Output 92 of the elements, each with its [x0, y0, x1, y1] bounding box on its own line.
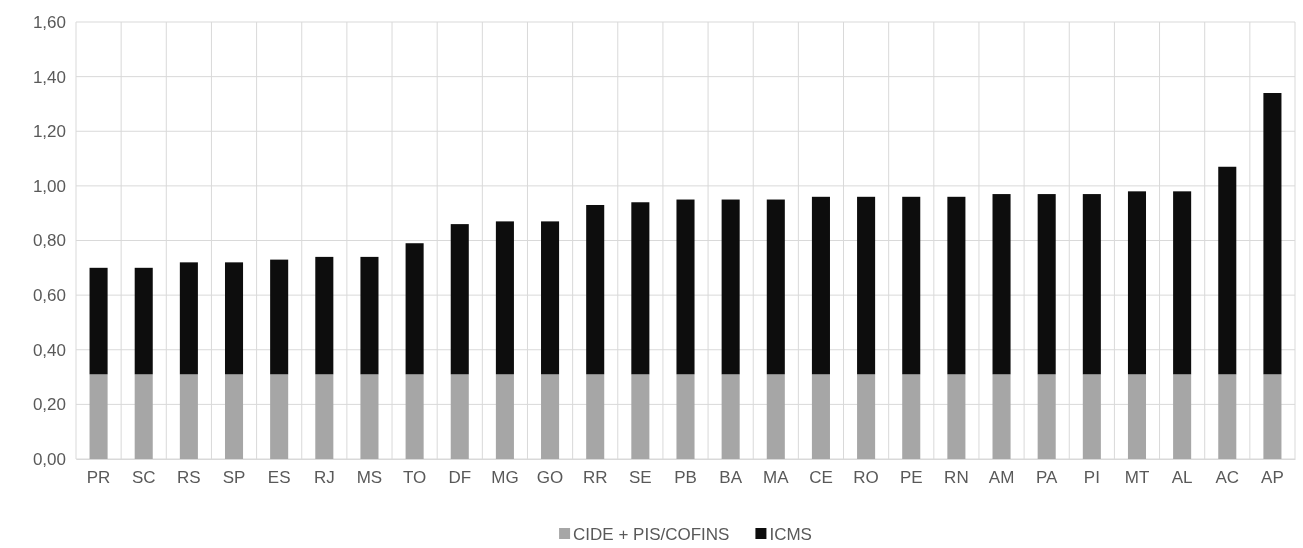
- bar: [541, 374, 560, 459]
- bar: [1218, 374, 1237, 459]
- bar: [224, 374, 244, 459]
- bar: [450, 374, 469, 459]
- legend-label: ICMS: [769, 524, 812, 544]
- bar: [811, 374, 830, 459]
- x-tick-label: MA: [763, 468, 790, 488]
- bar: [1173, 374, 1192, 459]
- x-tick-label: RO: [853, 468, 879, 488]
- x-tick-label: RS: [177, 468, 201, 488]
- bar: [721, 199, 740, 375]
- x-tick-label: TO: [402, 468, 427, 488]
- bar: [1037, 374, 1056, 459]
- bar: [676, 374, 695, 459]
- bar: [1218, 166, 1237, 375]
- y-tick-label: 1,40: [32, 67, 66, 87]
- x-tick-label: RN: [944, 468, 969, 488]
- bar: [1263, 93, 1282, 375]
- bar: [631, 374, 650, 459]
- x-tick-label: SC: [131, 468, 156, 488]
- bar: [495, 374, 514, 459]
- bar: [1037, 194, 1056, 375]
- bar: [270, 259, 289, 375]
- y-tick-label: 0,80: [32, 231, 66, 251]
- bar: [134, 374, 153, 459]
- x-tick-label: PA: [1035, 468, 1059, 488]
- bar: [405, 243, 424, 375]
- x-tick-label: GO: [536, 468, 564, 488]
- x-tick-label: PE: [899, 468, 923, 488]
- bar: [857, 196, 876, 375]
- bar: [405, 374, 424, 459]
- bar: [1127, 191, 1147, 375]
- bar: [902, 196, 921, 375]
- bar: [179, 374, 198, 459]
- bar: [270, 374, 289, 459]
- bar: [450, 224, 469, 375]
- x-tick-label: MS: [356, 468, 383, 488]
- x-tick-label: CE: [809, 468, 833, 488]
- x-tick-label: RJ: [313, 468, 335, 488]
- y-tick-label: 0,00: [32, 449, 66, 469]
- bar: [360, 374, 379, 459]
- bar: [631, 202, 650, 375]
- x-tick-label: PB: [674, 468, 697, 488]
- x-tick-label: DF: [448, 468, 472, 488]
- x-tick-label: SE: [629, 468, 652, 488]
- bar: [1082, 194, 1101, 375]
- y-tick-label: 0,20: [32, 395, 66, 415]
- y-tick-label: 0,40: [32, 340, 66, 360]
- bar: [947, 196, 966, 375]
- bar: [89, 374, 108, 459]
- bar: [902, 374, 921, 459]
- x-tick-label: SP: [222, 468, 246, 488]
- bar: [495, 221, 514, 375]
- bar: [586, 374, 605, 459]
- bar: [1173, 191, 1192, 375]
- x-tick-label: PI: [1083, 468, 1100, 488]
- bar: [179, 262, 198, 375]
- bar: [1127, 374, 1147, 459]
- bar: [721, 374, 740, 459]
- x-tick-label: PR: [86, 468, 111, 488]
- bar: [315, 256, 334, 375]
- bar: [224, 262, 244, 375]
- x-tick-label: AP: [1261, 468, 1284, 488]
- x-tick-label: AL: [1171, 468, 1193, 488]
- bar: [134, 267, 153, 375]
- y-tick-label: 1,00: [32, 176, 66, 196]
- x-tick-label: MT: [1124, 468, 1150, 488]
- x-tick-label: RR: [582, 468, 608, 488]
- bar: [766, 199, 785, 375]
- x-tick-label: MG: [491, 468, 519, 488]
- y-tick-label: 1,60: [32, 12, 66, 32]
- bar: [89, 267, 108, 375]
- bar: [992, 374, 1011, 459]
- bar: [676, 199, 695, 375]
- bar: [315, 374, 334, 459]
- x-tick-label: BA: [719, 468, 743, 488]
- y-tick-label: 1,20: [32, 122, 66, 142]
- bar: [766, 374, 785, 459]
- bar: [1263, 374, 1282, 459]
- bar: [1082, 374, 1101, 459]
- bar: [947, 374, 966, 459]
- y-tick-label: 0,60: [32, 286, 66, 306]
- bar: [360, 256, 379, 375]
- bar: [992, 194, 1011, 375]
- bar: [857, 374, 876, 459]
- bar: [541, 221, 560, 375]
- bar: [586, 204, 605, 375]
- x-tick-label: AC: [1215, 468, 1240, 488]
- bar: [811, 196, 830, 375]
- x-tick-label: AM: [988, 468, 1015, 488]
- x-tick-label: ES: [267, 468, 291, 488]
- legend-label: CIDE + PIS/COFINS: [573, 524, 730, 544]
